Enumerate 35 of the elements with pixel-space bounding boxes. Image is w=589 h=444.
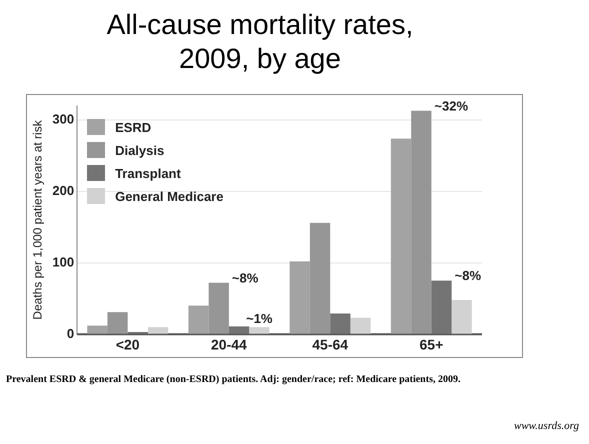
legend-label: Transplant	[115, 166, 181, 181]
bar	[350, 318, 371, 334]
bar	[431, 280, 452, 334]
legend-label: General Medicare	[115, 188, 224, 204]
bar	[107, 312, 128, 334]
chart-title: All-cause mortality rates, 2009, by age	[106, 8, 414, 76]
x-tick-label: 20-44	[211, 336, 248, 352]
annotation: ~8%	[454, 268, 482, 284]
annotation: ~32%	[434, 98, 468, 114]
bar	[452, 300, 472, 334]
bar	[330, 314, 350, 334]
y-tick-label: 200	[52, 183, 74, 198]
x-tick-label: <20	[116, 336, 140, 352]
y-tick-label: 100	[52, 254, 74, 270]
y-axis-title: Deaths per 1,000 patient years at risk	[30, 119, 45, 320]
y-tick-label: 0	[66, 326, 74, 341]
annotation: ~1%	[246, 311, 273, 326]
legend-label: ESRD	[115, 120, 152, 135]
bar	[228, 326, 250, 334]
bar	[310, 222, 330, 334]
bar	[148, 327, 168, 334]
bar	[411, 110, 432, 334]
legend-label: Dialysis	[115, 142, 164, 158]
text: Prevalent ESRD & general Medicare (non-ESRD) patients. Adj: gender/race; ref: Medicare patients, 2009.	[6, 374, 460, 385]
y-tick-label: 300	[52, 112, 74, 127]
x-tick-label: 65+	[420, 336, 444, 352]
bar	[249, 327, 270, 334]
x-tick-label: 45-64	[312, 336, 348, 352]
bar	[390, 138, 412, 334]
bar	[208, 282, 229, 334]
bar	[290, 261, 310, 334]
annotation: ~8%	[232, 270, 259, 286]
bar	[188, 306, 209, 334]
bar	[87, 326, 108, 334]
text: www.usrds.org	[514, 420, 579, 432]
